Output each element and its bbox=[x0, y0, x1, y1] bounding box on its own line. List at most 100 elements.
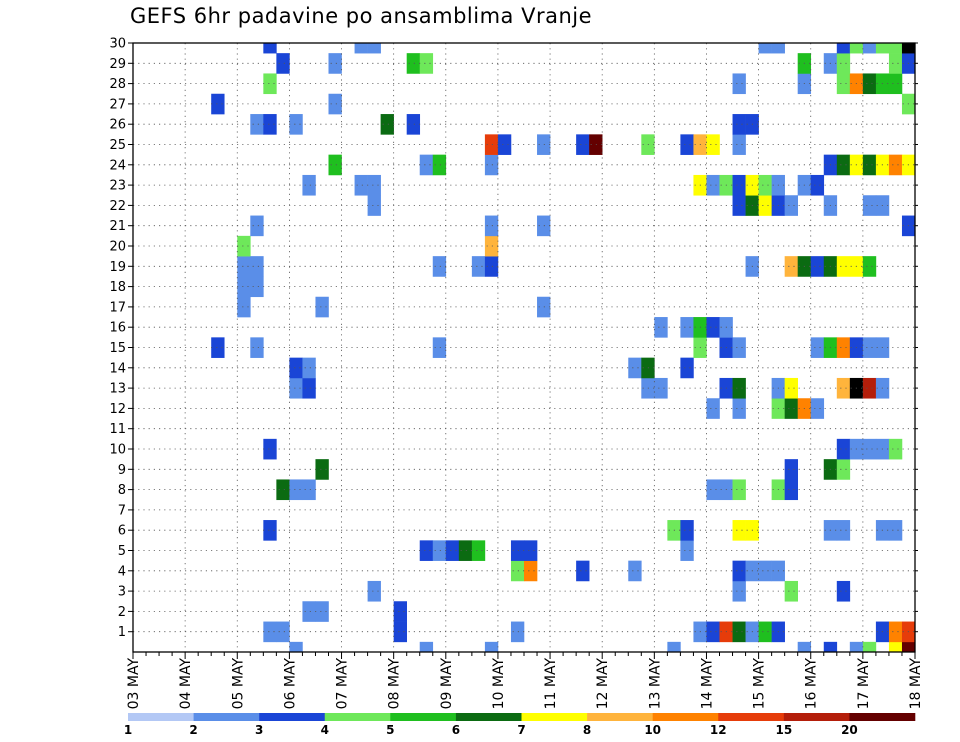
heatmap-cell bbox=[784, 479, 798, 501]
colorbar-swatch bbox=[193, 713, 260, 721]
heatmap-cell bbox=[302, 479, 316, 501]
heatmap-cell bbox=[849, 43, 864, 54]
y-tick-label: 3 bbox=[118, 585, 126, 600]
heatmap-cell bbox=[211, 337, 225, 358]
colorbar-label: 3 bbox=[255, 723, 263, 737]
heatmap-cell bbox=[289, 377, 303, 399]
heatmap-cell bbox=[836, 377, 851, 399]
heatmap-cell bbox=[250, 256, 264, 277]
heatmap-cell bbox=[888, 641, 903, 653]
colorbar-swatch bbox=[849, 713, 916, 721]
heatmap-cell bbox=[406, 114, 421, 135]
heatmap-cell bbox=[302, 174, 316, 196]
heatmap-cell bbox=[484, 215, 499, 237]
heatmap-cell bbox=[471, 256, 486, 277]
colorbar-label: 15 bbox=[775, 723, 792, 737]
heatmap-cell bbox=[784, 459, 798, 480]
colorbar-label: 8 bbox=[583, 723, 591, 737]
heatmap-cell bbox=[289, 357, 303, 379]
x-date-label: 07 MAY bbox=[335, 658, 351, 710]
heatmap-cell bbox=[524, 560, 538, 582]
heatmap-cell bbox=[810, 337, 825, 358]
heatmap-cell bbox=[836, 438, 851, 460]
heatmap-cell bbox=[406, 53, 421, 74]
heatmap-cell bbox=[328, 93, 342, 115]
heatmap-cell bbox=[419, 641, 434, 653]
heatmap-cell bbox=[537, 296, 551, 318]
heatmap-cell bbox=[367, 195, 381, 216]
colorbar-label: 20 bbox=[841, 723, 858, 737]
heatmap-cell bbox=[328, 53, 342, 74]
heatmap-cell bbox=[836, 53, 851, 74]
heatmap-cell bbox=[680, 317, 694, 338]
heatmap-cell bbox=[836, 256, 851, 277]
y-tick-label: 28 bbox=[109, 77, 126, 92]
y-tick-label: 23 bbox=[109, 179, 126, 194]
heatmap-cell bbox=[432, 337, 447, 358]
heatmap-cell bbox=[354, 174, 368, 196]
y-tick-label: 20 bbox=[109, 240, 126, 255]
heatmap-cell bbox=[888, 53, 903, 74]
heatmap-cell bbox=[458, 540, 473, 561]
heatmap-cell bbox=[250, 114, 264, 135]
heatmap-cell bbox=[471, 540, 486, 561]
heatmap-cell bbox=[680, 134, 694, 155]
heatmap-cell bbox=[758, 43, 772, 54]
heatmap-cell bbox=[237, 276, 251, 298]
heatmap-cell bbox=[393, 621, 407, 643]
heatmap-cell bbox=[836, 43, 851, 54]
heatmap-cell bbox=[484, 154, 499, 176]
heatmap-cell bbox=[328, 154, 342, 176]
heatmap-cell bbox=[706, 479, 720, 501]
x-date-label: 03 MAY bbox=[126, 658, 142, 710]
colorbar-label: 6 bbox=[452, 723, 460, 737]
x-date-label: 05 MAY bbox=[230, 658, 246, 710]
x-date-label: 06 MAY bbox=[282, 658, 298, 710]
y-tick-label: 26 bbox=[109, 118, 126, 133]
y-tick-label: 6 bbox=[118, 524, 126, 539]
y-tick-label: 2 bbox=[118, 605, 126, 620]
y-tick-label: 4 bbox=[118, 564, 126, 579]
colorbar-label: 4 bbox=[321, 723, 329, 737]
heatmap-cell bbox=[862, 73, 877, 95]
heatmap-cell bbox=[862, 154, 877, 176]
heatmap-cell bbox=[263, 438, 277, 460]
heatmap-cell bbox=[862, 43, 877, 54]
y-tick-label: 15 bbox=[109, 341, 126, 356]
heatmap-cell bbox=[419, 540, 434, 561]
heatmap-cell bbox=[237, 296, 251, 318]
colorbar-swatch bbox=[783, 713, 850, 721]
heatmap-cell bbox=[250, 337, 264, 358]
heatmap-cell bbox=[380, 114, 394, 135]
heatmap-cell bbox=[732, 479, 746, 501]
y-tick-label: 5 bbox=[118, 544, 126, 559]
y-tick-label: 25 bbox=[109, 138, 126, 153]
heatmap-cell bbox=[836, 73, 851, 95]
y-tick-label: 29 bbox=[109, 57, 126, 72]
heatmap-cell bbox=[432, 540, 447, 561]
heatmap-cell bbox=[862, 641, 877, 653]
heatmap-cell bbox=[784, 256, 798, 277]
heatmap-cell bbox=[419, 154, 434, 176]
colorbar-swatch bbox=[652, 713, 719, 721]
heatmap-cell bbox=[654, 317, 668, 338]
colorbar-swatch bbox=[455, 713, 522, 721]
heatmap-cell bbox=[888, 73, 903, 95]
colorbar-swatch bbox=[324, 713, 391, 721]
heatmap-cell bbox=[784, 377, 798, 399]
heatmap-cell bbox=[836, 459, 851, 480]
colorbar: 1 2 3 4 5 6 7 8 10 12 15 20 bbox=[124, 713, 916, 737]
x-date-label: 17 MAY bbox=[856, 658, 872, 710]
heatmap-cell bbox=[797, 641, 812, 653]
x-date-label: 11 MAY bbox=[543, 658, 559, 710]
x-date-label: 09 MAY bbox=[439, 658, 455, 710]
x-date-label: 14 MAY bbox=[699, 658, 715, 710]
y-tick-label: 10 bbox=[109, 443, 126, 458]
heatmap-cell bbox=[628, 357, 642, 379]
x-date-label: 13 MAY bbox=[647, 658, 663, 710]
heatmap-cell bbox=[263, 520, 277, 541]
heatmap-cell bbox=[250, 276, 264, 298]
colorbar-label: 1 bbox=[124, 723, 132, 737]
chart-title: GEFS 6hr padavine po ansamblima Vranje bbox=[130, 4, 593, 28]
colorbar-swatch bbox=[128, 713, 194, 721]
